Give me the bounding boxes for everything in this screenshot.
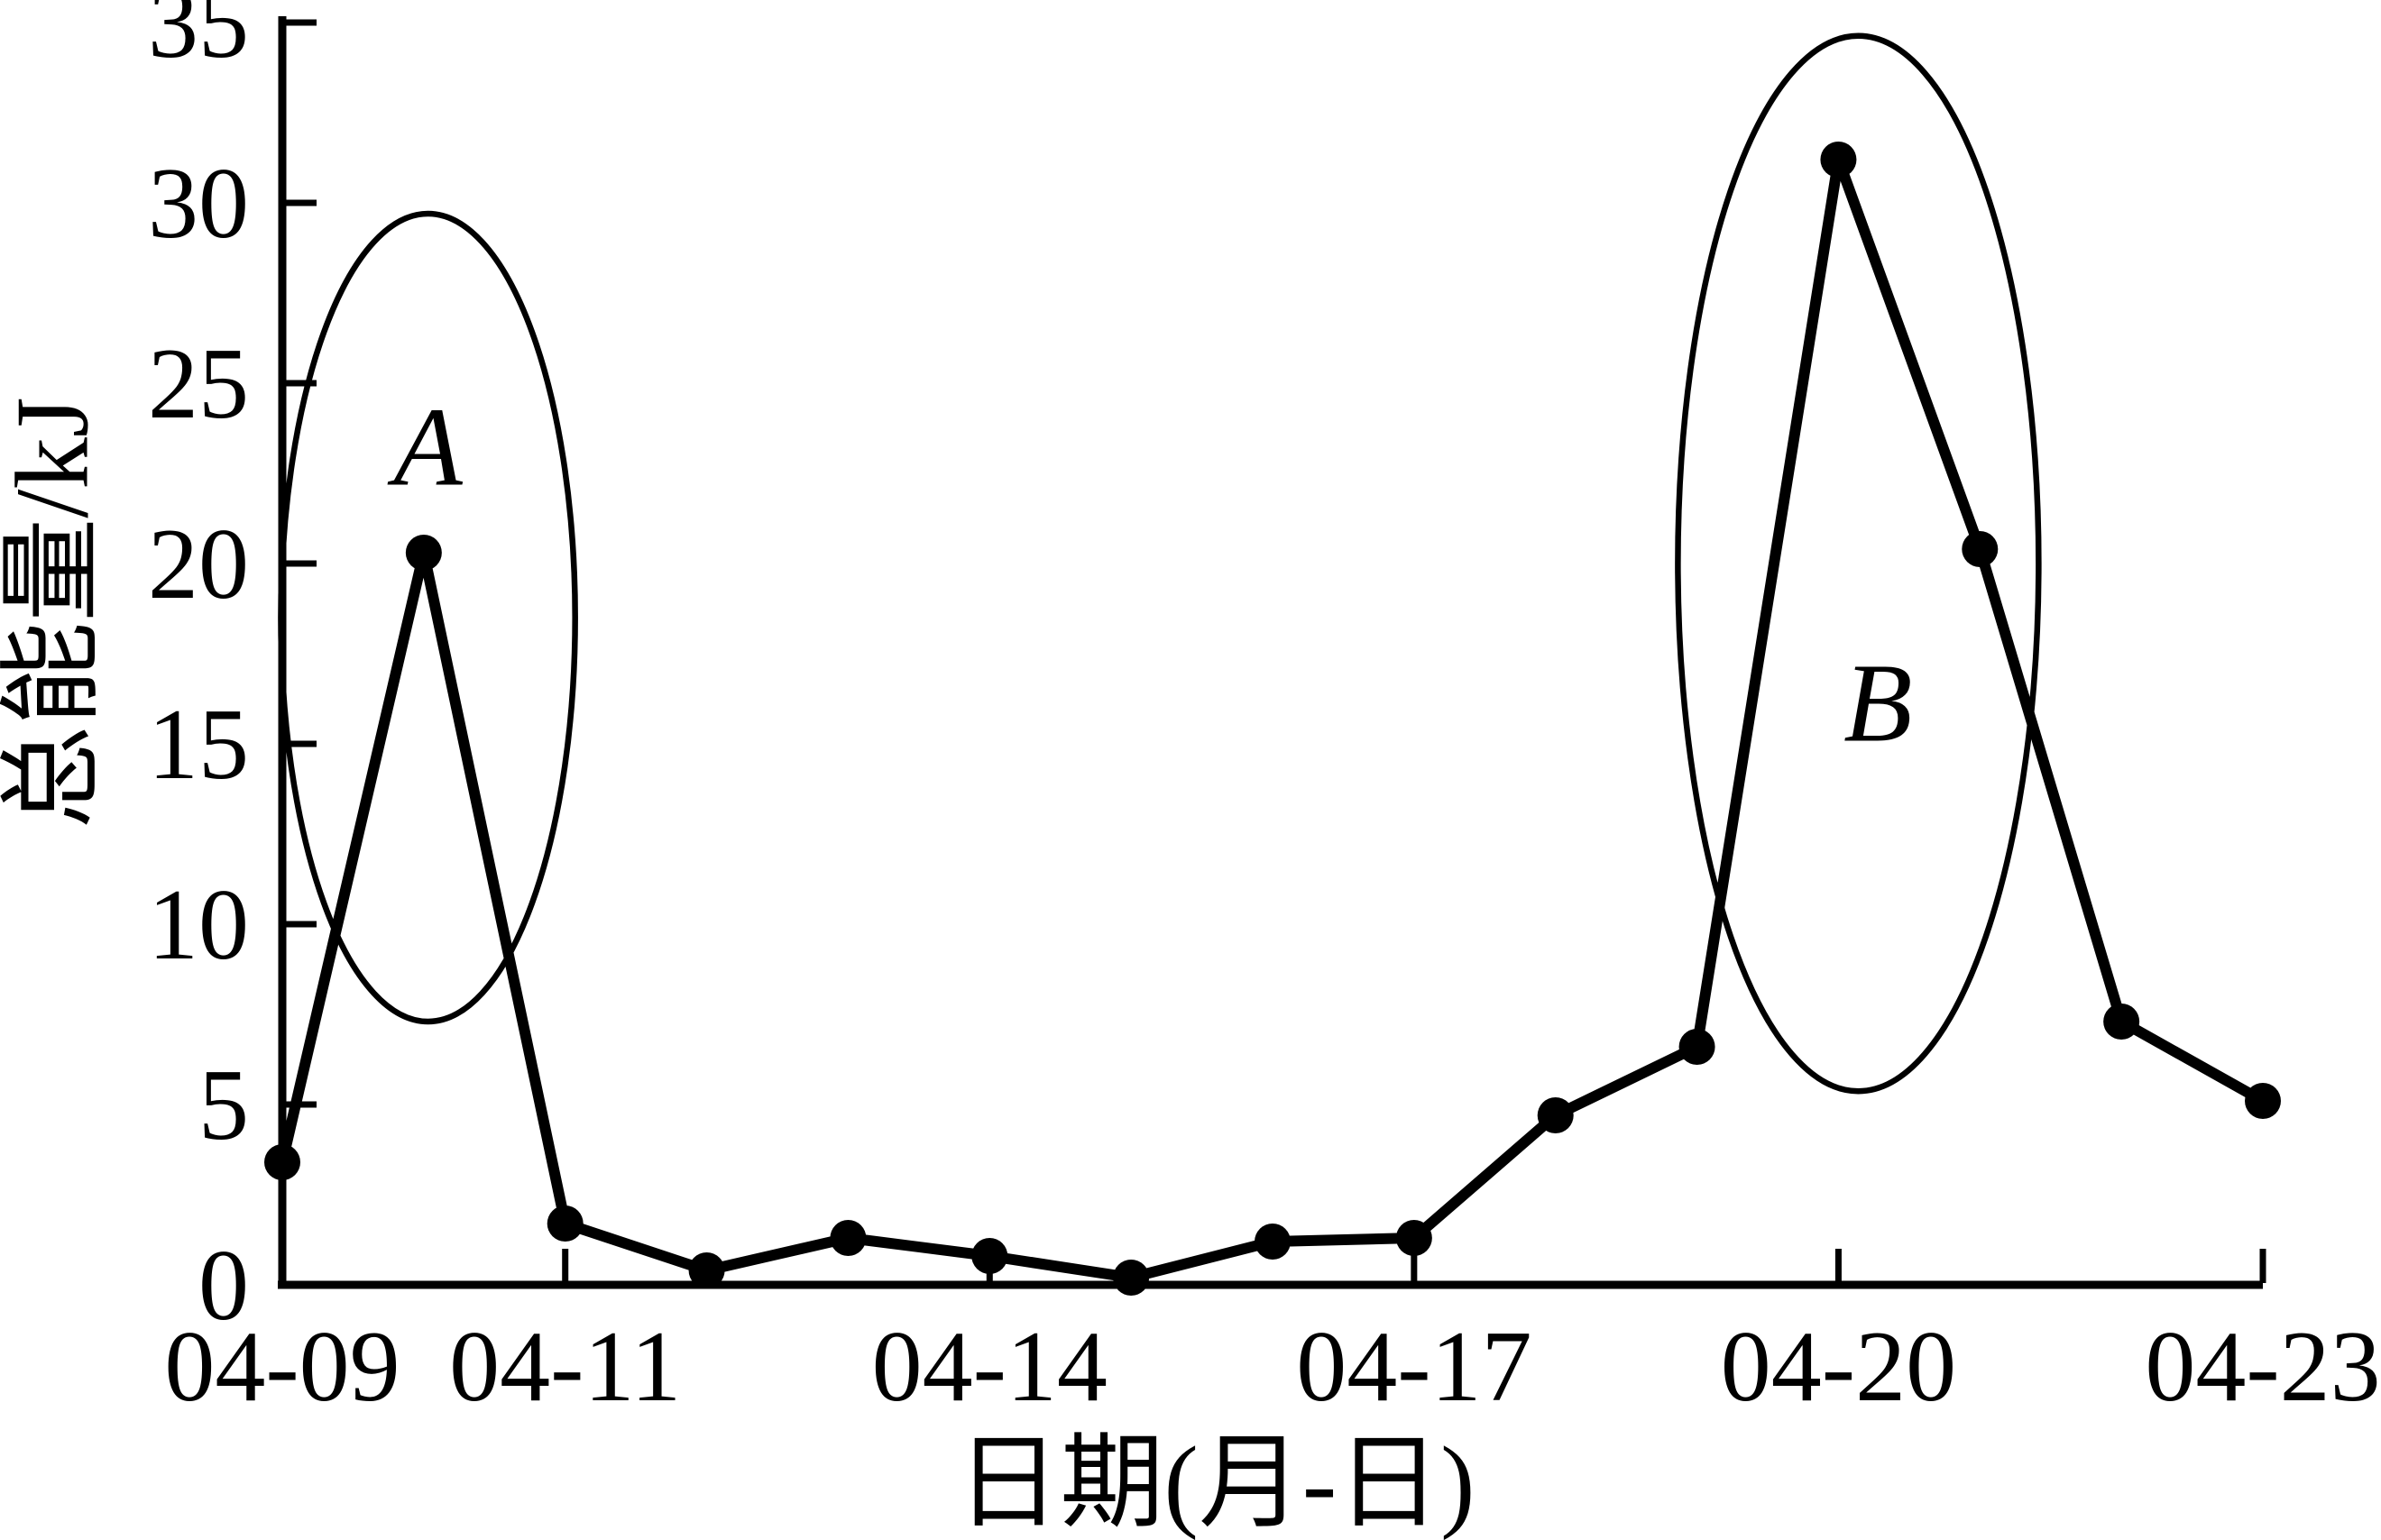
data-point-04-09 xyxy=(264,1144,300,1180)
data-point-04-17 xyxy=(1395,1220,1432,1256)
data-point-04-21 xyxy=(1962,531,1999,567)
x-tick-label: 04-11 xyxy=(449,1311,681,1423)
data-point-04-19 xyxy=(1678,1029,1715,1065)
y-tick-label: 10 xyxy=(148,869,249,981)
data-point-04-11 xyxy=(547,1205,584,1242)
data-point-04-13 xyxy=(830,1220,867,1256)
data-point-04-22 xyxy=(2103,1004,2140,1040)
x-tick-label: 04-20 xyxy=(1721,1311,1956,1423)
data-point-04-12 xyxy=(688,1252,725,1288)
y-tick-label: 25 xyxy=(148,328,249,440)
y-tick-label: 35 xyxy=(148,0,249,79)
y-tick-label: 5 xyxy=(198,1050,249,1161)
x-tick-label: 04-14 xyxy=(872,1311,1108,1423)
data-point-04-14 xyxy=(971,1238,1008,1274)
data-point-04-15 xyxy=(1113,1260,1150,1296)
x-tick-label: 04-23 xyxy=(2145,1311,2380,1423)
y-tick-label: 15 xyxy=(148,689,249,801)
data-point-04-10 xyxy=(405,535,442,571)
y-tick-label: 20 xyxy=(148,509,249,620)
annotation-label-a: A xyxy=(393,385,463,510)
x-axis-title: 日期(月-日) xyxy=(956,1425,1475,1540)
data-point-04-23 xyxy=(2245,1083,2281,1119)
x-tick-label: 04-09 xyxy=(164,1311,400,1423)
x-tick-label: 04-17 xyxy=(1296,1311,1531,1423)
data-point-04-20 xyxy=(1820,142,1857,178)
y-tick-label: 0 xyxy=(198,1230,249,1342)
annotation-ellipse-b xyxy=(1675,32,2042,1095)
data-line xyxy=(277,154,2268,1283)
annotation-ellipse-a xyxy=(278,210,578,1025)
y-axis-title: 总能量/kJ xyxy=(0,397,110,830)
annotation-label-b: B xyxy=(1843,641,1913,766)
data-point-04-18 xyxy=(1537,1097,1574,1133)
y-tick-label: 30 xyxy=(148,148,249,260)
data-point-04-16 xyxy=(1255,1224,1291,1260)
